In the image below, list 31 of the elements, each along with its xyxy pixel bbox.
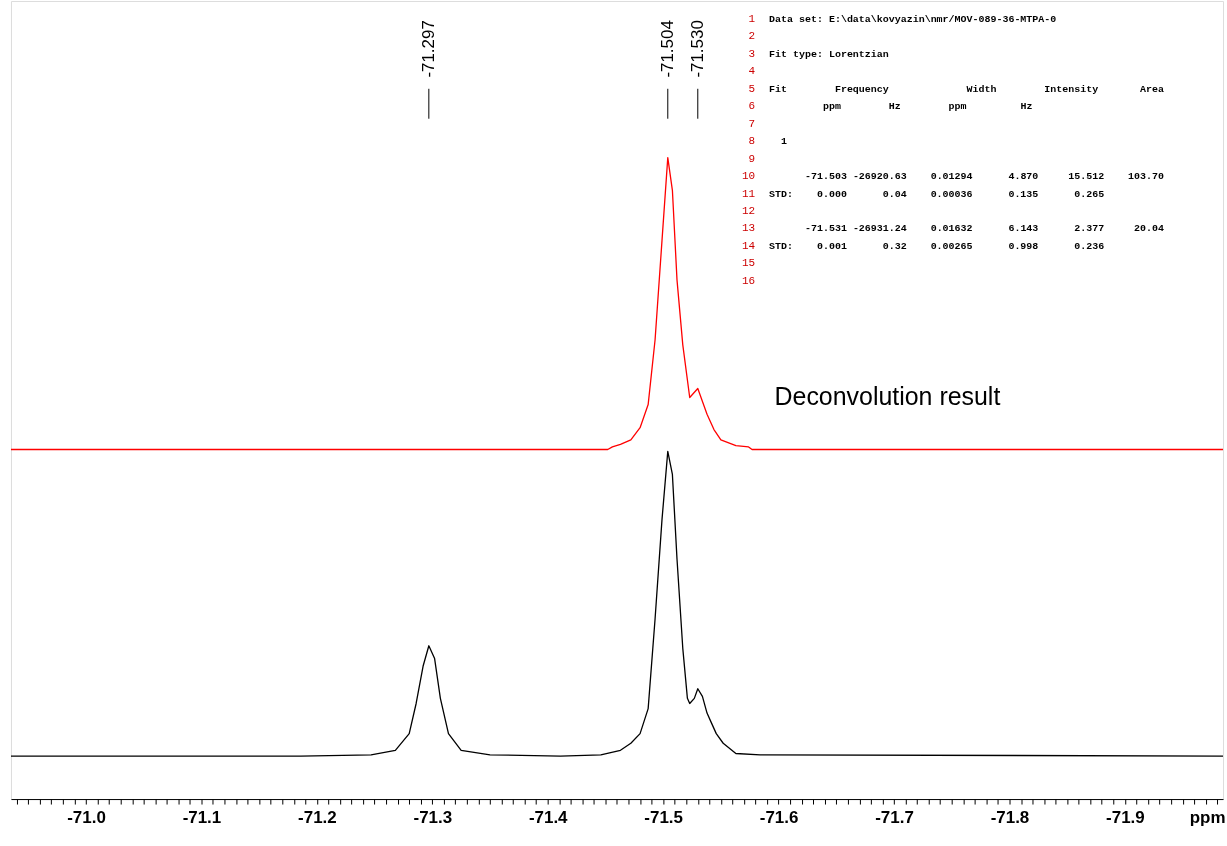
text: 8 1: [748, 135, 788, 148]
text: 7: [748, 117, 756, 130]
text: 11 STD: 0.000 0.04 0.00036 0.135 0.265: [741, 187, 1105, 200]
annotation: 9: [748, 152, 756, 165]
text: 14 STD: 0.001 0.32 0.00265 0.998 0.236: [741, 239, 1105, 252]
annotation: -71.530: [687, 20, 707, 78]
annotation: 12: [741, 204, 756, 217]
text: 1 Data set: E:\data\kovyazin\nmr/MOV-089-36-MTPA-0: [748, 12, 1057, 25]
x-tick-label: -71.5: [644, 808, 683, 828]
x-tick-label: -71.3: [413, 808, 453, 828]
annotation: 16: [741, 274, 756, 287]
x-tick-label: -71.9: [1106, 808, 1145, 828]
annotation: 15: [741, 257, 756, 270]
x-tick-label: -71.6: [759, 808, 799, 828]
annotation: -71.297: [418, 20, 438, 78]
text: 2: [748, 30, 756, 43]
x-tick-label: -71.8: [990, 808, 1030, 828]
text: 13 -71.531 -26931.24 0.01632 6.143 2.377 20.04: [741, 222, 1164, 235]
x-tick-label: -71.4: [528, 808, 569, 828]
text: 4: [748, 65, 756, 78]
x-tick-label: -71.0: [67, 808, 106, 828]
x-tick-label: -71.1: [182, 808, 222, 828]
series-label: Deconvolution result: [774, 382, 1001, 411]
x-tick-label: -71.7: [875, 808, 914, 828]
text: 5 Fit Frequency Width Intensity Area: [748, 82, 1164, 95]
text: 3 Fit type: Lorentzian: [748, 47, 889, 60]
text: 6 ppm Hz ppm Hz: [748, 100, 1033, 113]
x-axis-title: ppm: [1189, 808, 1226, 828]
text: 10 -71.503 -26920.63 0.01294 4.870 15.512 103.70: [741, 170, 1164, 183]
x-tick-label: -71.2: [298, 808, 337, 828]
annotation: -71.504: [657, 20, 677, 78]
